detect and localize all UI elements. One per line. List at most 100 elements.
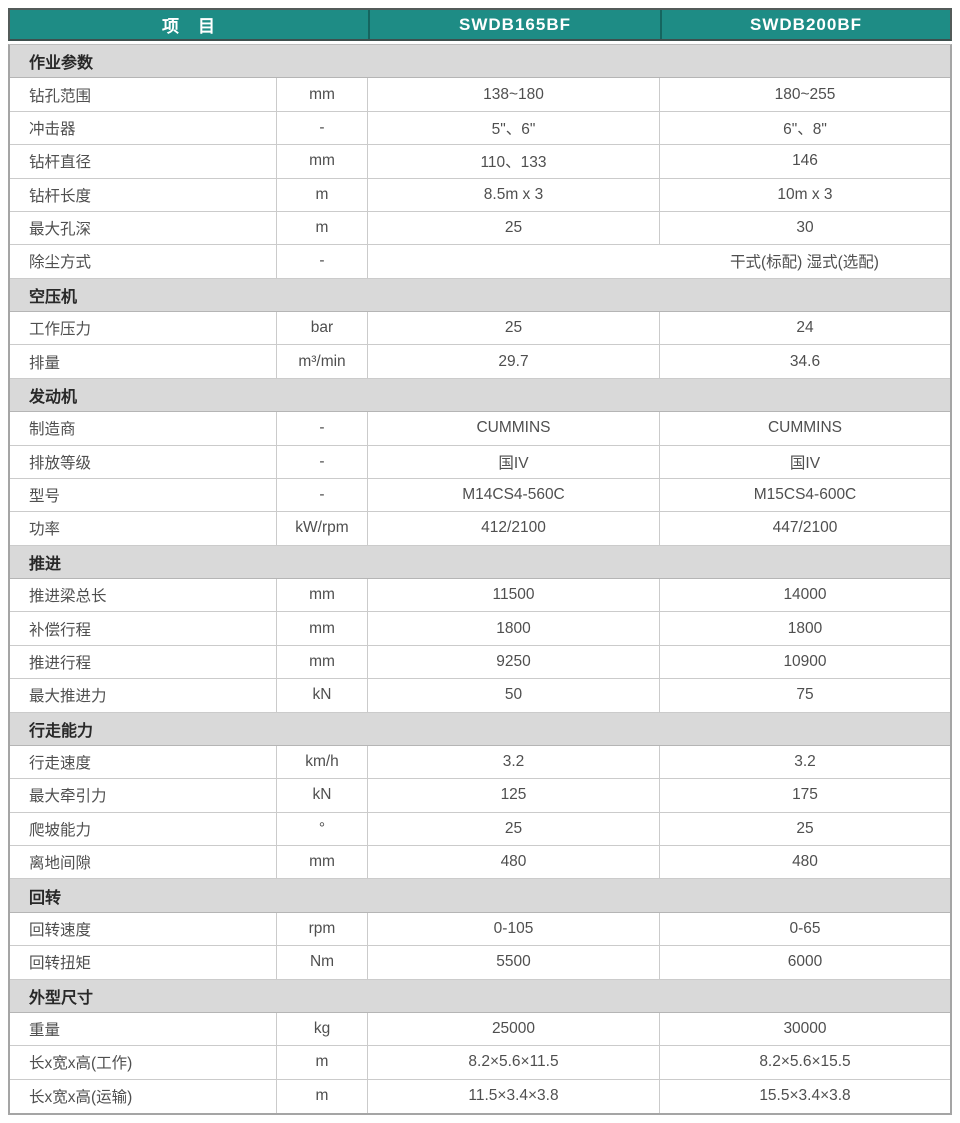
row-unit: m [277, 211, 368, 245]
row-value-model2: 10900 [783, 652, 827, 670]
spec-row: 除尘方式 - 干式(标配) 湿式(选配) [10, 245, 950, 279]
row-unit: - [277, 111, 368, 145]
section-header-row: 空压机 [10, 278, 950, 312]
row-value-model1: 国IV [368, 445, 660, 478]
row-unit: rpm [277, 912, 368, 946]
spec-row: 推进梁总长 mm 11500 14000 [10, 579, 950, 613]
row-value-model1: 9250 [368, 645, 660, 679]
row-value-model1: 412/2100 [368, 512, 660, 545]
row-value-model2: M15CS4-600C [753, 486, 857, 504]
row-value-model1: 5500 [368, 946, 660, 979]
spec-row: 爬坡能力 ° 25 25 [10, 812, 950, 846]
row-unit: mm [277, 145, 368, 178]
spec-row: 最大孔深 m 25 30 [10, 211, 950, 246]
row-value-model2: 175 [792, 786, 818, 804]
row-label: 爬坡能力 [10, 812, 277, 845]
row-unit: mm [277, 579, 368, 612]
row-value-model2: 34.6 [789, 352, 821, 370]
row-label: 补偿行程 [10, 612, 277, 645]
spec-row: 最大牵引力 kN 125 175 [10, 779, 950, 813]
row-value-model1: 138~180 [368, 78, 660, 111]
table-header-row: 项 目 SWDB165BF SWDB200BF [8, 8, 952, 41]
row-unit: - [277, 245, 368, 278]
row-value-model2: 180~255 [774, 85, 836, 103]
row-label: 排量 [10, 345, 277, 378]
spec-row: 钻杆长度 m 8.5m x 3 10m x 3 [10, 178, 950, 212]
row-value-model1: 8.5m x 3 [368, 178, 660, 211]
row-unit: km/h [277, 745, 368, 779]
section-header-row: 外型尺寸 [10, 979, 950, 1013]
spec-row: 钻杆直径 mm 110、133 146 [10, 145, 950, 179]
row-value-model2: 14000 [783, 586, 827, 604]
row-unit: mm [277, 846, 368, 879]
row-label: 型号 [10, 478, 277, 512]
section-header-row: 发动机 [10, 378, 950, 413]
row-label: 钻杆直径 [10, 145, 277, 178]
row-value-model1: 11.5×3.4×3.8 [368, 1079, 660, 1113]
row-unit: bar [277, 312, 368, 345]
spec-row: 推进行程 mm 9250 10900 [10, 645, 950, 680]
row-label: 回转扭矩 [10, 946, 277, 979]
row-value-model2: 10m x 3 [777, 185, 833, 203]
row-value-model2: 6"、8" [783, 120, 827, 138]
row-unit: m³/min [277, 345, 368, 378]
spec-row: 功率 kW/rpm 412/2100 447/2100 [10, 512, 950, 546]
spec-row: 工作压力 bar 25 24 [10, 312, 950, 346]
row-label: 工作压力 [10, 312, 277, 345]
row-unit: Nm [277, 946, 368, 979]
row-unit: ° [277, 812, 368, 845]
row-unit: m [277, 178, 368, 211]
row-value-model2: 0-65 [789, 919, 821, 937]
row-value-model1: 1800 [368, 612, 660, 645]
spec-row: 长x宽x高(运输) m 11.5×3.4×3.8 15.5×3.4×3.8 [10, 1079, 950, 1113]
row-unit: - [277, 445, 368, 478]
row-value-model1: 0-105 [368, 912, 660, 946]
row-unit: kW/rpm [277, 512, 368, 545]
row-value-model1: 5"、6" [368, 111, 660, 145]
row-value-model1: 29.7 [368, 345, 660, 378]
header-item-cell: 项 目 [162, 17, 216, 36]
spec-row: 长x宽x高(工作) m 8.2×5.6×11.5 8.2×5.6×15.5 [10, 1046, 950, 1080]
row-unit: m [277, 1079, 368, 1113]
spec-row: 行走速度 km/h 3.2 3.2 [10, 745, 950, 780]
row-label: 制造商 [10, 412, 277, 445]
row-label: 最大牵引力 [10, 779, 277, 812]
row-label: 重量 [10, 1012, 277, 1046]
row-unit: kN [277, 779, 368, 812]
merged-value-text: 干式(标配) 湿式(选配) [730, 254, 879, 272]
spec-row: 排放等级 - 国IV 国IV [10, 445, 950, 479]
section-header-row: 推进 [10, 545, 950, 579]
spec-row: 排量 m³/min 29.7 34.6 [10, 345, 950, 379]
row-value-model1: 8.2×5.6×11.5 [368, 1046, 660, 1079]
row-value-model1: 3.2 [368, 745, 660, 779]
row-label: 最大孔深 [10, 211, 277, 245]
spec-row: 离地间隙 mm 480 480 [10, 846, 950, 880]
spec-row: 补偿行程 mm 1800 1800 [10, 612, 950, 646]
row-label: 排放等级 [10, 445, 277, 478]
section-header-row: 回转 [10, 879, 950, 913]
spec-row: 钻孔范围 mm 138~180 180~255 [10, 78, 950, 112]
row-label: 冲击器 [10, 111, 277, 145]
row-value-model1: M14CS4-560C [368, 478, 660, 512]
row-value-model1: 25 [368, 312, 660, 345]
row-value-model1: 25 [368, 812, 660, 845]
row-value-model2: 24 [796, 319, 814, 337]
header-model1-cell: SWDB165BF [368, 10, 660, 39]
row-value-model2: 480 [792, 853, 818, 871]
row-label: 功率 [10, 512, 277, 545]
spec-row: 制造商 - CUMMINS CUMMINS [10, 412, 950, 446]
row-label: 最大推进力 [10, 679, 277, 712]
row-value-model2: 1800 [787, 619, 823, 637]
row-value-model2: 8.2×5.6×15.5 [759, 1053, 851, 1071]
row-unit: kN [277, 679, 368, 712]
row-label: 钻孔范围 [10, 78, 277, 111]
row-value-model2: 国IV [789, 454, 821, 472]
row-value-model2: CUMMINS [767, 419, 843, 437]
row-unit: mm [277, 78, 368, 111]
row-label: 长x宽x高(工作) [10, 1046, 277, 1079]
row-value-model2: 447/2100 [772, 519, 838, 537]
row-value-model1: CUMMINS [368, 412, 660, 445]
row-value-model1: 480 [368, 846, 660, 879]
row-merged-value: 干式(标配) 湿式(选配) [368, 245, 950, 277]
